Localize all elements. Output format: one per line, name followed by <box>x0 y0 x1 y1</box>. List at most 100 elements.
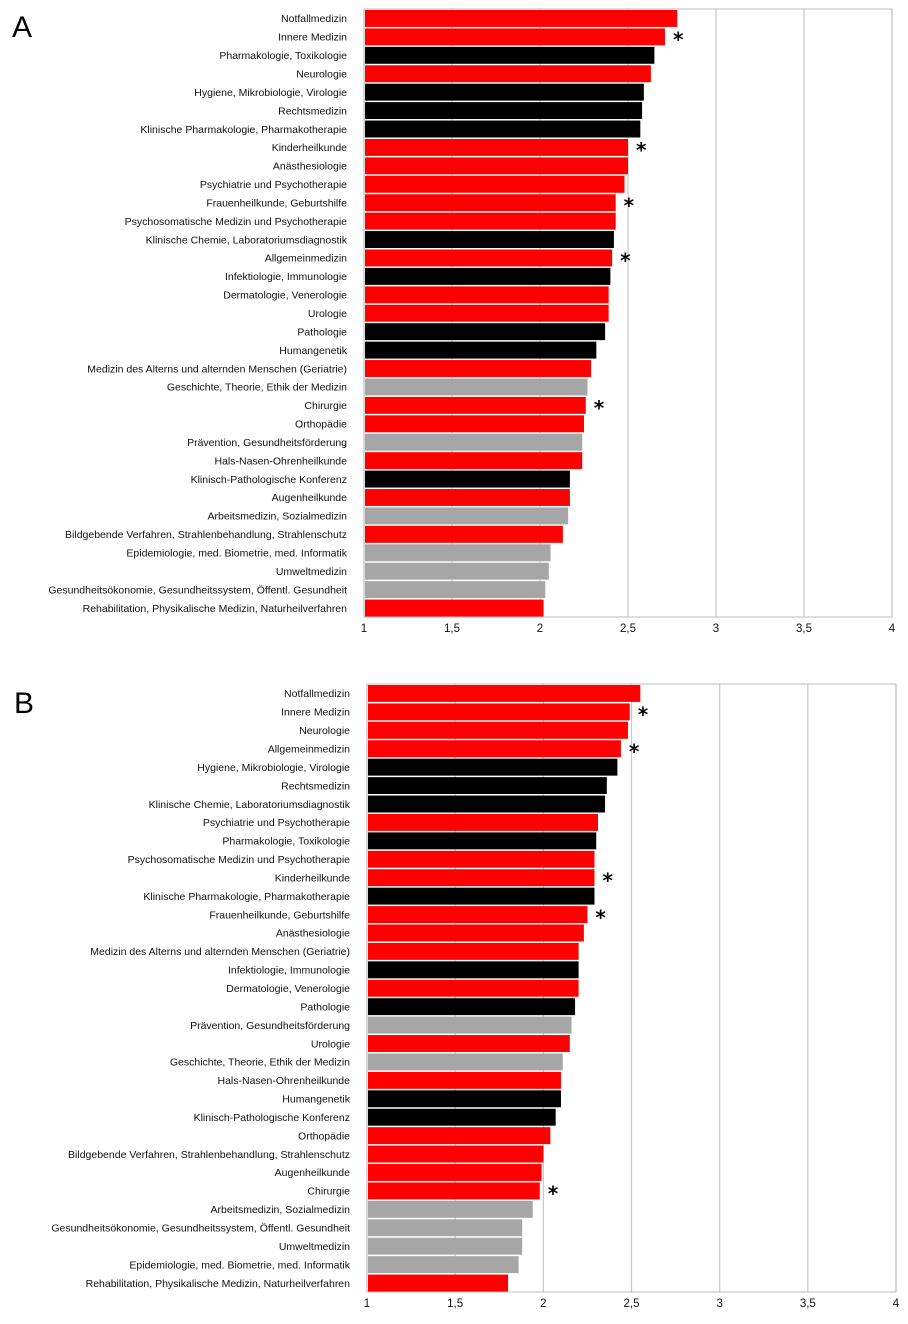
significance-asterisk: * <box>673 28 684 52</box>
x-tick-label: 1,5 <box>444 623 460 635</box>
x-tick-label: 1 <box>361 623 367 635</box>
bar <box>365 599 544 617</box>
category-label: Orthopädie <box>295 419 347 431</box>
bar <box>365 489 570 506</box>
category-label: Umweltmedizin <box>276 566 347 578</box>
bar <box>368 1237 523 1255</box>
category-label: Epidemiologie, med. Biometrie, med. Info… <box>129 1259 350 1271</box>
category-label: Rehabilitation, Physikalische Medizin, N… <box>83 603 348 615</box>
category-label: Hals-Nasen-Ohrenheilkunde <box>218 1075 351 1087</box>
bar <box>365 194 616 212</box>
bar <box>368 1053 563 1071</box>
category-label: Psychiatrie und Psychotherapie <box>200 179 347 191</box>
plot-frame <box>366 683 897 1293</box>
category-label: Hygiene, Mikrobiologie, Virologie <box>197 762 350 774</box>
bar <box>368 758 618 776</box>
bar <box>365 28 665 46</box>
bar <box>368 777 607 795</box>
category-label: Chirurgie <box>304 400 347 412</box>
bar <box>368 1035 570 1052</box>
x-tick-label: 4 <box>893 1298 900 1310</box>
bar <box>368 1127 551 1145</box>
category-label: Urologie <box>311 1038 350 1050</box>
category-label: Innere Medizin <box>281 707 350 719</box>
bar <box>368 813 598 831</box>
category-label: Umweltmedizin <box>279 1241 350 1253</box>
bar <box>365 562 549 580</box>
bar <box>365 249 613 267</box>
bar <box>368 795 606 813</box>
bar <box>365 581 546 599</box>
bar <box>368 998 576 1016</box>
bar <box>365 378 588 396</box>
category-label: Augenheilkunde <box>272 492 347 504</box>
panel-label-b: B <box>14 687 34 720</box>
bar <box>365 452 583 470</box>
category-label: Bildgebende Verfahren, Strahlenbehandlun… <box>65 529 347 541</box>
bar <box>368 1090 561 1108</box>
bar <box>368 1274 509 1292</box>
category-label: Humangenetik <box>279 345 347 357</box>
category-label: Psychiatrie und Psychotherapie <box>203 817 350 829</box>
significance-asterisk: * <box>624 193 635 217</box>
category-label: Arbeitsmedizin, Sozialmedizin <box>208 511 348 523</box>
category-label: Hals-Nasen-Ohrenheilkunde <box>215 455 348 467</box>
category-label: Infektiologie, Immunologie <box>225 271 347 283</box>
significance-asterisk: * <box>620 249 631 273</box>
category-label: Allgemeinmedizin <box>265 253 347 265</box>
bar <box>365 544 551 562</box>
category-label: Psychosomatische Medizin und Psychothera… <box>125 216 348 228</box>
plot-frame <box>363 8 893 618</box>
bar <box>368 942 579 960</box>
category-label: Hygiene, Mikrobiologie, Virologie <box>194 87 347 99</box>
bar <box>368 1256 519 1274</box>
bar <box>365 10 678 27</box>
category-label: Frauenheilkunde, Geburtshilfe <box>209 909 350 921</box>
category-label: Frauenheilkunde, Geburtshilfe <box>206 197 347 209</box>
category-label: Rechtsmedizin <box>278 105 347 117</box>
category-label: Klinische Pharmakologie, Pharmakotherapi… <box>143 891 350 903</box>
category-label: Rehabilitation, Physikalische Medizin, N… <box>86 1278 351 1290</box>
category-label: Kinderheilkunde <box>272 142 347 154</box>
bar <box>365 507 569 525</box>
category-label: Humangenetik <box>282 1094 350 1106</box>
bar <box>368 1108 556 1126</box>
significance-asterisk: * <box>594 396 605 420</box>
category-label: Geschichte, Theorie, Ethik der Medizin <box>167 382 347 394</box>
category-label: Neurologie <box>299 725 350 737</box>
bar <box>368 1219 523 1237</box>
category-label: Augenheilkunde <box>275 1167 350 1179</box>
bar <box>368 961 579 979</box>
chart-panel-a: Notfallmedizin Innere Medizin * Pharmakolog… <box>48 8 896 635</box>
category-label: Epidemiologie, med. Biometrie, med. Info… <box>126 548 347 560</box>
category-label: Arbeitsmedizin, Sozialmedizin <box>211 1204 351 1216</box>
category-label: Bildgebende Verfahren, Strahlenbehandlun… <box>68 1149 350 1161</box>
x-tick-label: 1 <box>364 1298 370 1310</box>
category-label: Anästhesiologie <box>273 161 347 173</box>
bar <box>368 887 595 905</box>
bar <box>365 433 583 451</box>
bar <box>368 1071 561 1089</box>
category-label: Allgemeinmedizin <box>268 743 350 755</box>
bar <box>365 415 584 433</box>
category-label: Pharmakologie, Toxikologie <box>219 50 347 62</box>
bar <box>368 906 588 924</box>
significance-asterisk: * <box>629 739 640 763</box>
bar <box>365 267 611 285</box>
bar <box>368 703 630 721</box>
bar <box>368 869 595 887</box>
category-label: Pharmakologie, Toxikologie <box>222 836 350 848</box>
bar <box>365 525 563 543</box>
category-label: Rechtsmedizin <box>281 780 350 792</box>
bar <box>365 212 616 230</box>
category-label: Pathologie <box>300 1001 350 1013</box>
bar <box>365 341 597 359</box>
x-tick-label: 2,5 <box>620 623 636 635</box>
category-label: Pathologie <box>297 326 347 338</box>
chart-panel-b: Notfallmedizin Innere Medizin * Neurologie A… <box>51 683 900 1310</box>
category-label: Neurologie <box>296 68 347 80</box>
bar <box>365 304 609 322</box>
category-label: Klinische Chemie, Laboratoriumsdiagnosti… <box>149 799 351 811</box>
bar <box>365 120 641 138</box>
